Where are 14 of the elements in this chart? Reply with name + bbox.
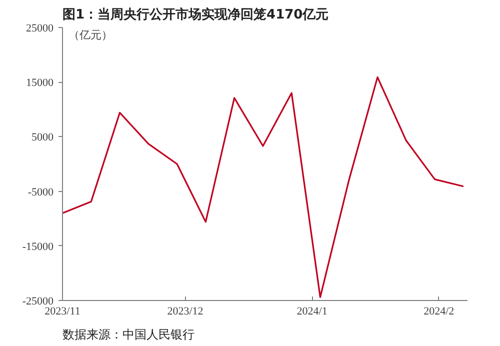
- x-tick-label: 2024/2: [424, 306, 454, 318]
- source-note: 数据来源：中国人民银行: [62, 328, 194, 342]
- line-series: [62, 76, 464, 298]
- y-tick-label: -5000: [28, 186, 54, 198]
- x-tick-label: 2023/11: [44, 306, 80, 318]
- chart-title: 图1：当周央行公开市场实现净回笼4170亿元: [62, 6, 329, 22]
- y-tick-label: -15000: [22, 240, 54, 253]
- y-tick-label: 5000: [32, 132, 54, 144]
- y-tick-label: 15000: [26, 77, 54, 90]
- x-tick-label: 2024/1: [296, 306, 328, 318]
- y-tick-label: -25000: [22, 296, 54, 308]
- y-tick-label: 25000: [26, 22, 54, 34]
- x-tick-label: 2023/12: [167, 306, 204, 318]
- y-axis-title: （亿元）: [68, 28, 112, 42]
